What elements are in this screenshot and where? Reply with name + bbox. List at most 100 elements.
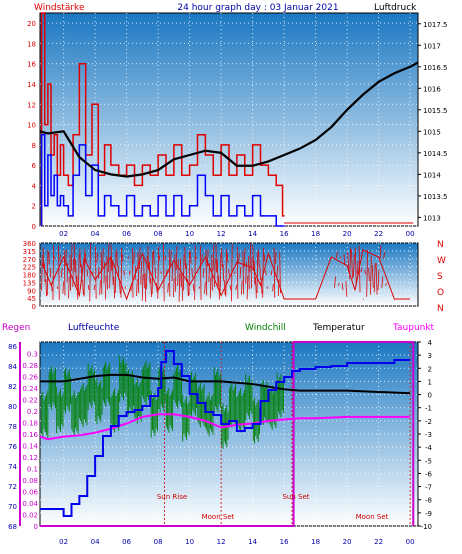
y-regen-tick-label: 0.18 [22, 420, 38, 428]
wind-direction-marks [41, 242, 411, 302]
y-feuchte-tick-label: 84 [8, 363, 17, 371]
y-right-tick-label: 1015.5 [423, 107, 448, 115]
x-tick-label: 08 [154, 538, 163, 546]
x-tick-label: 18 [311, 230, 320, 238]
y-feuchte-tick-label: 72 [8, 483, 17, 491]
y-left-tick-label: 8 [32, 142, 36, 150]
compass-label: W [437, 256, 446, 266]
x-tick-label: 06 [122, 538, 131, 546]
y-temp-tick-label: -4 [425, 444, 433, 452]
x-tick-label: 02 [59, 538, 68, 546]
y-tick-label: 225 [23, 264, 36, 272]
y-right-tick-label: 1014.5 [423, 150, 448, 158]
y-regen-tick-label: 0.3 [27, 351, 38, 359]
y-left-tick-label: 6 [32, 162, 37, 170]
x-tick-label: 22 [374, 538, 383, 546]
x-tick-label: 16 [280, 230, 289, 238]
y-regen-tick-label: 0.16 [22, 431, 38, 439]
luftfeuchte-series [40, 350, 411, 517]
y-regen-tick-label: 0.1 [27, 466, 38, 474]
y-feuchte-tick-label: 68 [8, 523, 17, 531]
temperature-humidity-marks [39, 341, 415, 527]
x-tick-label: 14 [248, 230, 257, 238]
y-regen-tick-label: 0.22 [22, 397, 38, 405]
windchill-label: Windchill [245, 323, 286, 333]
moon-set-label-1: Moon Set [202, 513, 235, 521]
y-right-tick-label: 1015 [423, 128, 441, 136]
wind-direction-series [41, 249, 411, 301]
temperature-humidity-axes: 02 04 06 08 10 12 14 16 18 20 22 00-10-9-8-7-6-5-4-… [8, 339, 432, 546]
y-right-tick-label: 1016 [423, 85, 441, 93]
x-tick-label: 12 [217, 230, 226, 238]
compass-label: N [437, 240, 444, 250]
y-right-tick-label: 1017 [423, 42, 441, 50]
x-tick-label: 04 [91, 538, 100, 546]
windchill-series [41, 355, 284, 449]
y-regen-tick-label: 0.08 [22, 477, 38, 485]
wind-pressure-axes: 02 04 06 08 10 12 14 16 18 20 22 000246810121416182… [27, 20, 447, 238]
windstaerke-label: Windstärke [34, 3, 85, 13]
luftfeuchte-label: Luftfeuchte [68, 323, 120, 333]
y-regen-tick-label: 0.12 [22, 454, 38, 462]
luftdruck-series [39, 61, 419, 178]
y-tick-label: 180 [23, 272, 36, 280]
y-temp-tick-label: -1 [425, 405, 432, 413]
y-right-tick-label: 1013.5 [423, 193, 448, 201]
x-tick-label: 14 [248, 538, 257, 546]
wind-pressure-plot [39, 12, 419, 227]
y-temp-tick-label: -2 [425, 418, 432, 426]
y-temp-tick-label: 3 [428, 352, 432, 360]
compass-label: S [437, 272, 443, 282]
y-temp-tick-label: -9 [425, 510, 432, 518]
x-tick-label: 18 [311, 538, 320, 546]
y-feuchte-tick-label: 74 [8, 463, 17, 471]
chart-title: 24 hour graph day : 03 Januar 2021 [177, 3, 338, 13]
y-regen-tick-label: 0.04 [22, 500, 38, 508]
y-tick-label: 45 [27, 295, 36, 303]
y-temp-tick-label: 1 [428, 378, 432, 386]
y-right-tick-label: 1017.5 [423, 21, 448, 29]
x-tick-label: 16 [280, 538, 289, 546]
y-temp-tick-label: -10 [421, 523, 432, 531]
x-tick-label: 06 [122, 230, 131, 238]
regen-label: Regen [2, 323, 30, 333]
wind-pressure-panel: 02 04 06 08 10 12 14 16 18 20 22 000246810121416182… [27, 3, 447, 238]
y-temp-tick-label: -7 [425, 484, 432, 492]
y-feuchte-tick-label: 80 [8, 403, 17, 411]
y-right-tick-label: 1013 [423, 214, 441, 222]
x-tick-label: 20 [343, 538, 352, 546]
x-tick-label: 04 [91, 230, 100, 238]
luftdruck-label: Luftdruck [374, 3, 417, 13]
y-left-tick-label: 12 [27, 101, 36, 109]
temperatur-label: Temperatur [312, 323, 365, 333]
y-regen-tick-label: 0.06 [22, 489, 38, 497]
gust-series [40, 12, 285, 226]
y-right-tick-label: 1016.5 [423, 64, 448, 72]
y-left-tick-label: 20 [27, 20, 36, 28]
y-tick-label: 90 [27, 287, 36, 295]
y-temp-tick-label: 0 [428, 392, 432, 400]
y-regen-tick-label: 0.02 [22, 512, 38, 520]
sun-set-label: Sun Set [282, 493, 309, 501]
x-tick-label: 10 [185, 538, 194, 546]
y-temp-tick-label: -8 [425, 497, 432, 505]
y-tick-label: 315 [23, 248, 36, 256]
x-tick-label: 02 [59, 230, 68, 238]
temperature-humidity-panel: 02 04 06 08 10 12 14 16 18 20 22 00-10-9-8-7-6-5-4-… [2, 323, 435, 546]
x-tick-label: 22 [374, 230, 383, 238]
x-tick-label: 00 [406, 538, 415, 546]
wind-direction-detail [41, 242, 387, 302]
y-left-tick-label: 0 [32, 223, 36, 231]
compass-label: O [437, 288, 444, 298]
x-tick-label: 12 [217, 538, 226, 546]
x-tick-label: 10 [185, 230, 194, 238]
y-regen-tick-label: 0.14 [22, 443, 38, 451]
y-feuchte-tick-label: 82 [8, 383, 17, 391]
y-temp-tick-label: -3 [425, 431, 432, 439]
wind-avg-series [40, 133, 285, 227]
y-left-tick-label: 16 [27, 61, 36, 69]
y-feuchte-tick-label: 78 [8, 423, 17, 431]
sun-rise-label: Sun Rise [157, 493, 187, 501]
